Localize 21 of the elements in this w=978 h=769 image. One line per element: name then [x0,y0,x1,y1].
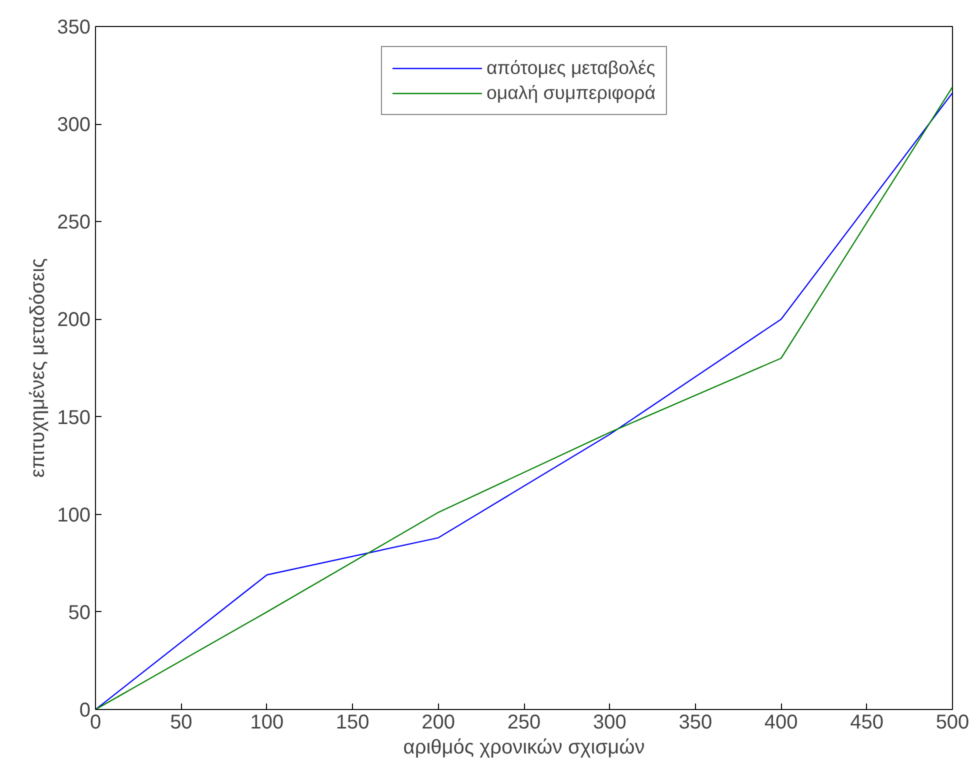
x-tick-label: 50 [170,712,192,734]
x-tick-label: 450 [850,712,884,734]
x-tick-label: 100 [250,712,284,734]
x-tick-label: 500 [936,712,970,734]
x-axis-title: αριθμός χρονικών σχισμών [403,736,645,758]
x-tick-label: 400 [764,712,798,734]
y-tick-label: 250 [57,212,91,234]
y-tick-label: 350 [57,16,91,38]
y-tick-label: 300 [57,114,91,136]
legend-label: απότομες μεταβολές [486,57,656,79]
x-tick-label: 350 [678,712,712,734]
y-tick-label: 200 [57,309,91,332]
y-tick-label: 100 [57,504,91,526]
x-tick-label: 300 [593,712,626,734]
y-tick-label: 150 [57,406,91,429]
x-tick-label: 200 [422,712,455,734]
legend-label: ομαλή συμπεριφορά [486,82,656,104]
x-tick-label: 250 [507,712,541,734]
x-tick-label: 150 [336,712,370,734]
y-axis-title: επιτυχημένες μεταδόσεις [27,258,50,478]
y-tick-label: 50 [68,602,91,624]
